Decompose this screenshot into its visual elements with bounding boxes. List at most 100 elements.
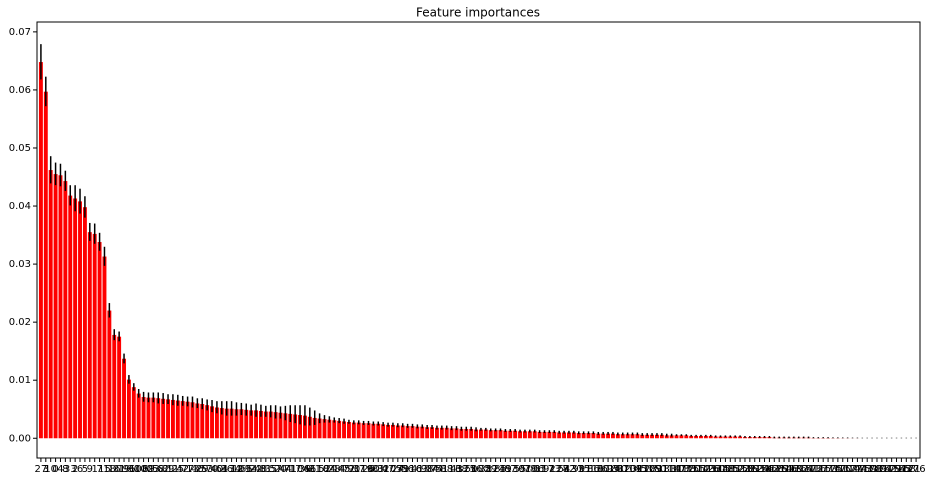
- bar: [542, 431, 547, 439]
- bar: [625, 434, 630, 439]
- x-tick-label: 90: [347, 464, 360, 475]
- bar: [699, 435, 703, 439]
- x-tick-label: 174: [872, 464, 891, 475]
- bar: [151, 397, 156, 439]
- x-tick-label: 106: [525, 464, 544, 475]
- bar: [107, 310, 112, 439]
- bar: [283, 413, 288, 439]
- x-tick-label: 152: [726, 464, 745, 475]
- x-tick-label: 31: [113, 464, 126, 475]
- x-tick-label: 157: [838, 464, 857, 475]
- bar: [733, 436, 738, 439]
- bar: [63, 181, 68, 439]
- x-tick-label: 170: [833, 464, 852, 475]
- x-tick-label: 2: [72, 464, 78, 475]
- x-tick-label: 70: [206, 464, 219, 475]
- x-tick-label: 136: [589, 464, 608, 475]
- x-tick-label: 13: [186, 464, 199, 475]
- x-tick-label: 86: [587, 464, 600, 475]
- x-tick-label: 61: [533, 464, 546, 475]
- x-tick-label: 141: [828, 464, 847, 475]
- chart-title: Feature importances: [416, 6, 540, 20]
- y-tick-label: 0.04: [9, 201, 31, 212]
- bar: [615, 434, 620, 439]
- x-tick-label: 144: [848, 464, 867, 475]
- x-tick-label: 119: [354, 464, 373, 475]
- bar: [112, 334, 117, 439]
- x-tick-label: 168: [897, 464, 916, 475]
- x-tick-label: 11: [167, 464, 180, 475]
- bar: [425, 427, 430, 439]
- x-tick-label: 172: [804, 464, 823, 475]
- x-tick-label: 96: [123, 464, 136, 475]
- bar: [659, 434, 664, 439]
- bar: [273, 412, 278, 439]
- bar: [566, 432, 571, 439]
- bar: [420, 426, 425, 439]
- bar: [224, 408, 229, 439]
- bar: [136, 393, 141, 439]
- x-tick-label: 38: [479, 464, 492, 475]
- bar: [126, 379, 131, 439]
- x-tick-label: 15: [98, 464, 111, 475]
- x-tick-label: 83: [372, 464, 385, 475]
- bar: [87, 232, 92, 439]
- x-tick-label: 165: [892, 464, 911, 475]
- x-tick-label: 158: [735, 464, 754, 475]
- bar: [703, 435, 708, 439]
- x-tick-label: 113: [442, 464, 461, 475]
- bar: [239, 409, 244, 439]
- x-tick-label: 95: [607, 464, 620, 475]
- bar: [82, 207, 87, 439]
- x-tick-label: 55: [514, 464, 527, 475]
- x-tick-label: 69: [142, 464, 155, 475]
- bar: [454, 428, 459, 439]
- y-tick-label: 0.05: [9, 143, 31, 154]
- bar: [366, 423, 371, 439]
- x-tick-label: 103: [623, 464, 642, 475]
- bar: [307, 416, 312, 439]
- bar: [53, 174, 58, 439]
- x-tick-label: 93: [636, 464, 649, 475]
- x-tick-label: 10: [44, 464, 57, 475]
- bar: [508, 430, 513, 439]
- x-tick-label: 173: [853, 464, 872, 475]
- bar: [332, 420, 337, 439]
- x-tick-label: 149: [867, 464, 886, 475]
- x-tick-label: 36: [220, 464, 233, 475]
- x-tick-label: 178: [863, 464, 882, 475]
- x-tick-label: 121: [486, 464, 505, 475]
- x-tick-label: 126: [701, 464, 720, 475]
- x-tick-label: 97: [519, 464, 532, 475]
- x-tick-label: 9: [87, 464, 93, 475]
- x-tick-label: 20: [274, 464, 287, 475]
- x-tick-label: 153: [819, 464, 838, 475]
- x-tick-label: 35: [264, 464, 277, 475]
- plot-frame: [36, 21, 921, 459]
- x-tick-label: 156: [755, 464, 774, 475]
- x-tick-label: 179: [882, 464, 901, 475]
- x-tick-label: 46: [191, 464, 204, 475]
- x-tick-label: 39: [299, 464, 312, 475]
- x-tick-label: 3: [43, 464, 49, 475]
- bar: [58, 175, 63, 439]
- x-tick-label: 30: [127, 464, 140, 475]
- x-tick-label: 75: [577, 464, 590, 475]
- bar: [302, 415, 307, 439]
- x-tick-label: 52: [318, 464, 331, 475]
- bar: [635, 434, 640, 439]
- bar: [219, 408, 224, 439]
- bar: [43, 91, 48, 439]
- x-tick-label: 6: [77, 464, 83, 475]
- bar: [97, 242, 102, 439]
- x-tick-label: 125: [457, 464, 476, 475]
- x-tick-label: 164: [794, 464, 813, 475]
- bar: [117, 336, 122, 439]
- x-tick-label: 154: [887, 464, 906, 475]
- x-tick-label: 81: [259, 464, 272, 475]
- bar: [522, 431, 527, 439]
- bar: [346, 422, 351, 439]
- bar: [513, 430, 518, 439]
- x-tick-label: 92: [543, 464, 556, 475]
- bar: [288, 413, 293, 439]
